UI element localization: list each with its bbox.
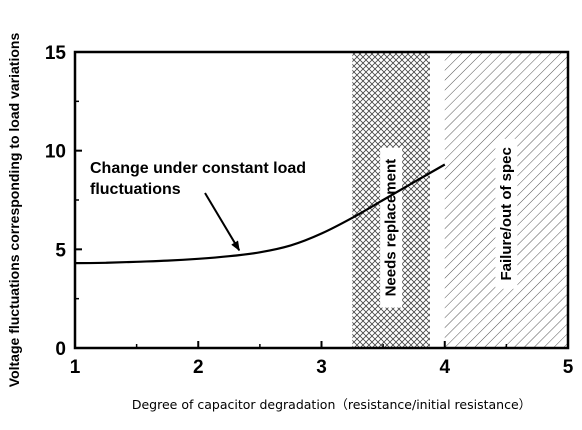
region-label-backdrop [380, 147, 403, 308]
x-tick-label: 1 [70, 357, 81, 378]
curve-annotation: Change under constant load fluctuations [90, 160, 306, 252]
x-axis-label: Degree of capacitor degradation（resistan… [132, 397, 531, 412]
y-tick-label: 10 [45, 142, 66, 163]
annotation-arrow [204, 192, 241, 252]
x-axis-ticks: 1 2 3 4 5 [70, 341, 574, 378]
y-axis-ticks: 0 5 10 15 [45, 43, 82, 360]
x-tick-label: 5 [563, 357, 574, 378]
region-label-backdrop [495, 138, 518, 289]
y-axis-label: Voltage fluctuations corresponding to lo… [6, 33, 22, 388]
region-label: Failure/out of spec [498, 147, 515, 280]
annotation-text-line: Change under constant load [90, 160, 306, 177]
y-tick-label: 15 [45, 43, 67, 64]
voltage-fluctuation-curve [74, 163, 446, 265]
region-label: Needs replacement [383, 159, 400, 297]
x-tick-label: 2 [193, 357, 204, 378]
x-tick-label: 3 [316, 357, 327, 378]
y-tick-label: 0 [55, 339, 66, 360]
annotation-text-line: fluctuations [90, 181, 181, 198]
x-tick-label: 4 [439, 357, 450, 378]
y-tick-label: 5 [55, 240, 66, 261]
